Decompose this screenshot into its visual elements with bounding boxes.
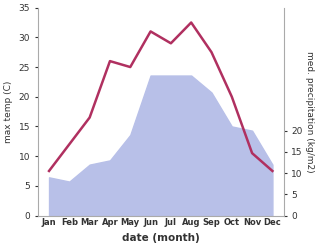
Y-axis label: med. precipitation (kg/m2): med. precipitation (kg/m2)	[305, 51, 314, 172]
Y-axis label: max temp (C): max temp (C)	[4, 80, 13, 143]
X-axis label: date (month): date (month)	[122, 233, 200, 243]
